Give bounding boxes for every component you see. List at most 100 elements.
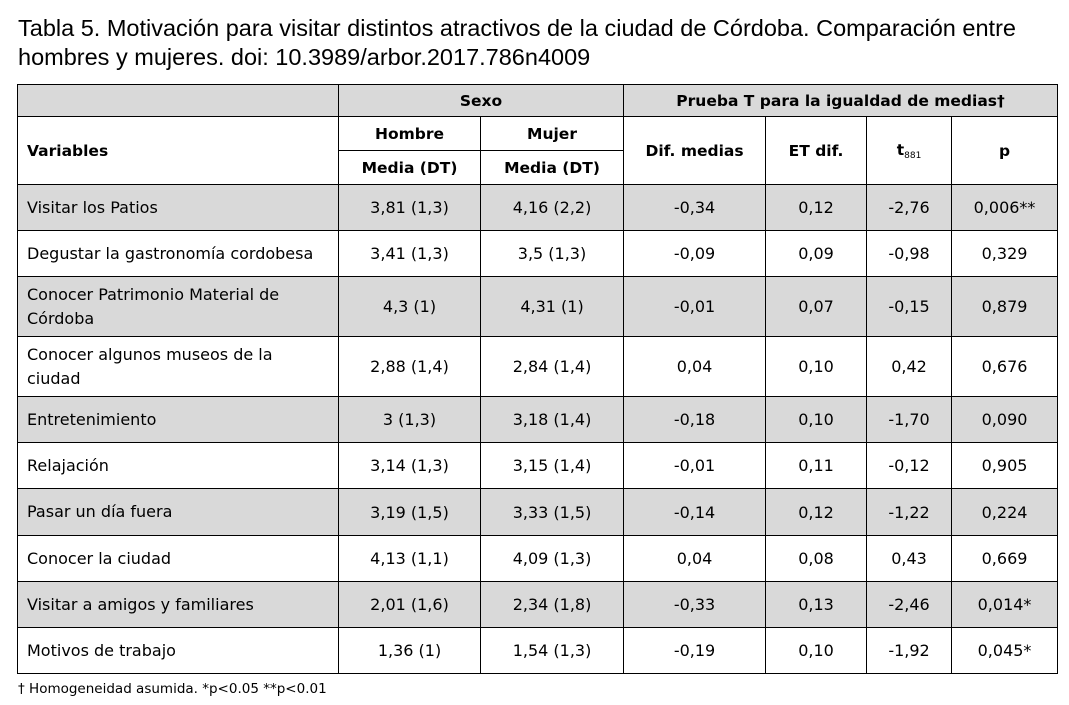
header-t: t881	[866, 116, 953, 185]
header-mujer: Mujer	[479, 116, 625, 151]
cell-mujer: 3,18 (1,4)	[479, 396, 625, 443]
header-group-sexo: Sexo	[337, 84, 625, 117]
cell-variable: Entretenimiento	[17, 396, 339, 443]
cell-variable: Pasar un día fuera	[17, 488, 339, 536]
table-row: Degustar la gastronomía cordobesa 3,41 (…	[17, 230, 1059, 277]
table-caption: Tabla 5. Motivación para visitar distint…	[18, 14, 1058, 72]
cell-hombre: 3,81 (1,3)	[338, 184, 481, 231]
cell-p: 0,879	[951, 276, 1059, 337]
cell-t: -0,15	[866, 276, 953, 337]
table-row: Relajación 3,14 (1,3) 3,15 (1,4) -0,01 0…	[17, 442, 1059, 489]
cell-variable: Conocer Patrimonio Material de Córdoba	[17, 276, 339, 337]
cell-dif-medias: -0,01	[623, 442, 767, 489]
cell-et-dif: 0,12	[765, 488, 868, 536]
cell-t: -0,98	[866, 230, 953, 277]
cell-p: 0,669	[951, 535, 1059, 582]
cell-et-dif: 0,10	[765, 627, 868, 674]
cell-et-dif: 0,09	[765, 230, 868, 277]
cell-mujer: 4,09 (1,3)	[479, 535, 625, 582]
header-row-media: Media (DT) Media (DT)	[18, 150, 1058, 185]
header-p: p	[951, 116, 1059, 185]
cell-hombre: 3,14 (1,3)	[338, 442, 481, 489]
header-t-subscript: 881	[904, 150, 922, 161]
cell-dif-medias: -0,18	[623, 396, 767, 443]
cell-t: -1,70	[866, 396, 953, 443]
cell-et-dif: 0,10	[765, 336, 868, 397]
header-t-label: t	[896, 140, 905, 159]
cell-hombre: 4,13 (1,1)	[338, 535, 481, 582]
header-media-dt-hombre: Media (DT)	[338, 150, 481, 185]
cell-mujer: 2,84 (1,4)	[479, 336, 625, 397]
cell-dif-medias: -0,34	[623, 184, 767, 231]
cell-variable: Conocer algunos museos de la ciudad	[17, 336, 339, 397]
cell-p: 0,676	[951, 336, 1059, 397]
cell-et-dif: 0,07	[765, 276, 868, 337]
header-row-groups: Sexo Prueba T para la igualdad de medias…	[17, 84, 1059, 117]
cell-et-dif: 0,10	[765, 396, 868, 443]
cell-p: 0,090	[951, 396, 1059, 443]
cell-p: 0,224	[951, 488, 1059, 536]
table-row: Entretenimiento 3 (1,3) 3,18 (1,4) -0,18…	[17, 396, 1059, 443]
header-media-dt-mujer: Media (DT)	[479, 150, 625, 185]
cell-variable: Degustar la gastronomía cordobesa	[17, 230, 339, 277]
table-row: Conocer algunos museos de la ciudad 2,88…	[17, 336, 1059, 397]
cell-t: -1,22	[866, 488, 953, 536]
cell-mujer: 4,16 (2,2)	[479, 184, 625, 231]
cell-t: -2,46	[866, 581, 953, 628]
cell-hombre: 4,3 (1)	[338, 276, 481, 337]
header-et-dif: ET dif.	[765, 116, 868, 185]
cell-mujer: 4,31 (1)	[479, 276, 625, 337]
header-group-prueba-t: Prueba T para la igualdad de medias†	[623, 84, 1059, 117]
cell-variable: Visitar a amigos y familiares	[17, 581, 339, 628]
cell-dif-medias: -0,19	[623, 627, 767, 674]
caption-line-2: hombres y mujeres. doi: 10.3989/arbor.20…	[18, 44, 591, 70]
cell-hombre: 1,36 (1)	[338, 627, 481, 674]
cell-mujer: 3,5 (1,3)	[479, 230, 625, 277]
cell-mujer: 3,33 (1,5)	[479, 488, 625, 536]
cell-dif-medias: -0,33	[623, 581, 767, 628]
cell-p: 0,045*	[951, 627, 1059, 674]
cell-dif-medias: 0,04	[623, 535, 767, 582]
cell-t: -0,12	[866, 442, 953, 489]
table-footnote: † Homogeneidad asumida. *p<0.05 **p<0.01	[18, 681, 327, 697]
caption-line-1: Tabla 5. Motivación para visitar distint…	[18, 15, 1016, 41]
table-header: Sexo Prueba T para la igualdad de medias…	[17, 84, 1059, 185]
results-table: Sexo Prueba T para la igualdad de medias…	[17, 84, 1059, 674]
cell-p: 0,006**	[951, 184, 1059, 231]
cell-t: 0,42	[866, 336, 953, 397]
header-variables: Variables	[17, 116, 339, 185]
cell-t: -1,92	[866, 627, 953, 674]
cell-mujer: 1,54 (1,3)	[479, 627, 625, 674]
cell-et-dif: 0,11	[765, 442, 868, 489]
results-table-container: Sexo Prueba T para la igualdad de medias…	[17, 84, 1059, 674]
cell-et-dif: 0,08	[765, 535, 868, 582]
cell-dif-medias: 0,04	[623, 336, 767, 397]
cell-et-dif: 0,12	[765, 184, 868, 231]
cell-variable: Motivos de trabajo	[17, 627, 339, 674]
cell-p: 0,329	[951, 230, 1059, 277]
cell-hombre: 3 (1,3)	[338, 396, 481, 443]
table-row: Visitar a amigos y familiares 2,01 (1,6)…	[17, 581, 1059, 628]
cell-hombre: 2,88 (1,4)	[338, 336, 481, 397]
cell-variable: Visitar los Patios	[17, 184, 339, 231]
cell-hombre: 3,19 (1,5)	[338, 488, 481, 536]
cell-hombre: 3,41 (1,3)	[338, 230, 481, 277]
cell-dif-medias: -0,14	[623, 488, 767, 536]
table-row: Visitar los Patios 3,81 (1,3) 4,16 (2,2)…	[17, 184, 1059, 231]
cell-et-dif: 0,13	[765, 581, 868, 628]
cell-variable: Conocer la ciudad	[17, 535, 339, 582]
table-row: Pasar un día fuera 3,19 (1,5) 3,33 (1,5)…	[17, 488, 1059, 536]
header-row-sex: Variables Hombre Mujer Dif. medias ET di…	[17, 116, 1059, 185]
cell-mujer: 3,15 (1,4)	[479, 442, 625, 489]
cell-dif-medias: -0,01	[623, 276, 767, 337]
table-body: Visitar los Patios 3,81 (1,3) 4,16 (2,2)…	[17, 184, 1059, 674]
header-group-empty	[17, 84, 339, 117]
cell-p: 0,014*	[951, 581, 1059, 628]
table-row: Motivos de trabajo 1,36 (1) 1,54 (1,3) -…	[17, 627, 1059, 674]
cell-t: -2,76	[866, 184, 953, 231]
cell-variable: Relajación	[17, 442, 339, 489]
table-row: Conocer Patrimonio Material de Córdoba 4…	[17, 276, 1059, 337]
header-dif-medias: Dif. medias	[623, 116, 767, 185]
cell-p: 0,905	[951, 442, 1059, 489]
header-hombre: Hombre	[338, 116, 481, 151]
